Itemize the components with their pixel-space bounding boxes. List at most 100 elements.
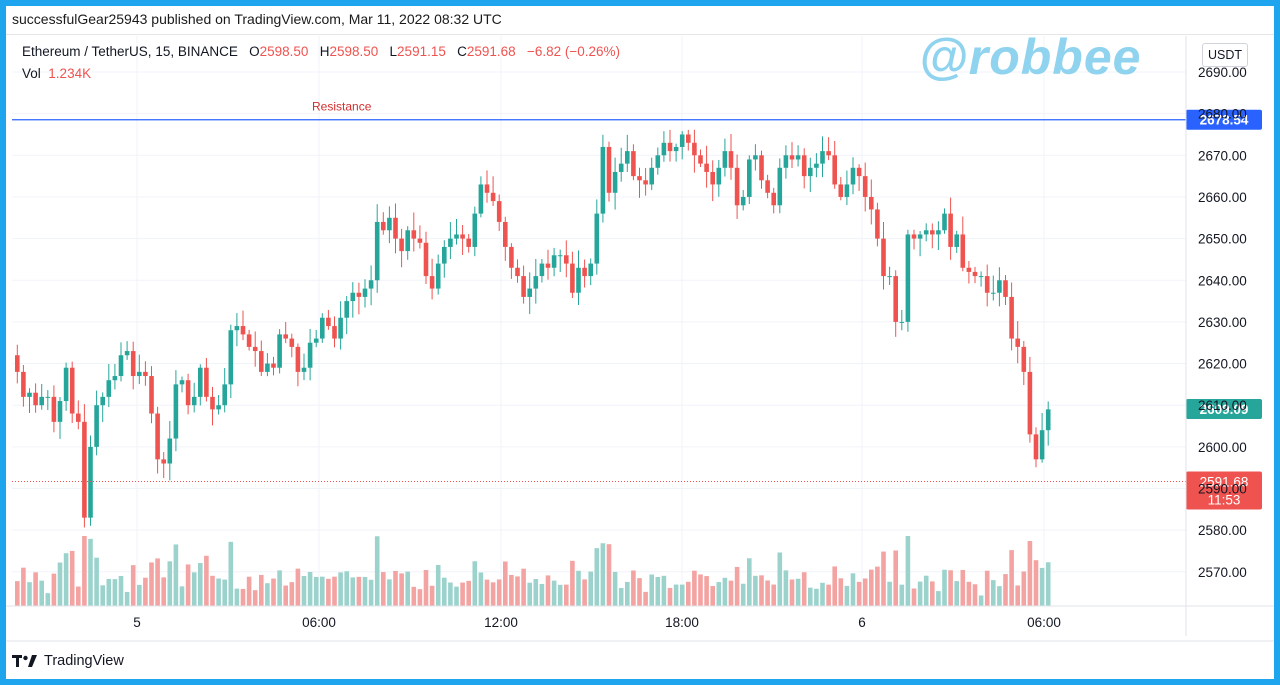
price-tick-label: 2680.00	[1198, 107, 1247, 122]
volume-bar	[118, 575, 124, 606]
volume-bar	[417, 589, 423, 606]
volume-bar	[826, 584, 831, 606]
candle-body	[899, 321, 905, 323]
candle-body	[466, 238, 471, 247]
candle-body	[850, 167, 856, 185]
candle-body	[435, 263, 441, 289]
candle-body	[728, 151, 734, 168]
candle-body	[216, 405, 221, 410]
candle-body	[551, 255, 557, 268]
volume-bar	[594, 548, 600, 606]
candle-body	[557, 255, 563, 257]
candle-body	[374, 221, 380, 281]
volume-bar	[240, 588, 246, 606]
candle-body	[808, 167, 813, 177]
candle-body	[820, 151, 825, 164]
candle-body	[252, 346, 258, 352]
candle-body	[588, 263, 593, 277]
candle-body	[484, 184, 490, 193]
tradingview-logo-icon	[12, 655, 37, 667]
time-tick-label: 5	[133, 615, 141, 630]
tradingview-brand[interactable]: TradingView	[12, 653, 124, 669]
symbol-title[interactable]: Ethereum / TetherUS, 15, BINANCE	[22, 44, 238, 59]
author-watermark: @robbee	[919, 29, 1142, 85]
candle-body	[51, 396, 57, 422]
volume-bar	[515, 576, 520, 606]
candle-body	[655, 155, 661, 168]
candle-body	[637, 176, 642, 181]
volume-bar	[972, 584, 978, 606]
candle-body	[326, 317, 331, 327]
candle-body	[521, 276, 526, 297]
volume-bar	[106, 578, 112, 606]
volume-bar	[51, 573, 57, 606]
time-tick-label: 06:00	[302, 615, 336, 630]
currency-button[interactable]: USDT	[1202, 43, 1248, 67]
candle-body	[844, 184, 850, 197]
candle-body	[625, 151, 630, 164]
candle-body	[716, 167, 722, 185]
bar-countdown: 11:53	[1208, 493, 1241, 508]
volume-bar	[942, 569, 947, 606]
volume-bar	[649, 574, 654, 606]
volume-bar	[222, 579, 227, 606]
price-tick-label: 2650.00	[1198, 232, 1247, 247]
volume-bar	[503, 561, 508, 606]
candle-body	[679, 134, 685, 147]
volume-bar	[984, 570, 990, 606]
volume-bar	[39, 580, 44, 606]
volume-legend: Vol 1.234K	[22, 66, 91, 81]
candle-body	[954, 234, 959, 247]
volume-bar	[576, 570, 581, 606]
candle-body	[88, 446, 93, 518]
candle-body	[496, 201, 502, 222]
open-value: 2598.50	[259, 44, 309, 59]
volume-bar	[637, 578, 642, 606]
high-label: H	[319, 44, 330, 59]
volume-bar	[356, 576, 362, 606]
candle-body	[814, 163, 819, 168]
price-tick-label: 2590.00	[1198, 482, 1247, 497]
candle-body	[429, 276, 435, 289]
volume-bar	[887, 581, 892, 606]
candlestick-chart[interactable]: Resistance 2678.54 2591.68 11:53 2609.09 257…	[6, 6, 1274, 679]
last-close-tag	[1186, 471, 1262, 510]
candle-body	[832, 155, 837, 185]
candle-body	[387, 217, 392, 231]
candle-body	[533, 276, 539, 289]
candle-body	[423, 242, 429, 277]
volume-bar	[869, 569, 874, 606]
volume-value: 1.234K	[48, 66, 92, 81]
candle-body	[649, 167, 654, 185]
volume-bar	[259, 574, 264, 606]
candle-body	[118, 355, 124, 377]
close-value: 2591.68	[466, 44, 516, 59]
volume-bar	[338, 572, 343, 606]
volume-bar	[399, 573, 404, 606]
volume-bar	[539, 583, 545, 606]
volume-bar	[460, 582, 465, 606]
volume-bar	[643, 591, 648, 606]
candle-body	[246, 334, 252, 347]
candle-body	[862, 176, 868, 197]
candle-body	[137, 371, 142, 377]
time-tick-label: 6	[858, 615, 866, 630]
volume-bar	[496, 579, 502, 606]
candle-body	[57, 401, 63, 422]
volume-bar	[63, 553, 69, 606]
volume-bar	[899, 584, 905, 606]
candle-body	[600, 146, 606, 214]
candle-body	[887, 276, 892, 278]
price-tick-label: 2690.00	[1198, 65, 1247, 80]
volume-bar	[698, 574, 703, 606]
candle-body	[265, 363, 270, 372]
candle-body	[972, 271, 978, 277]
candle-body	[472, 213, 478, 247]
candle-body	[76, 413, 81, 422]
price-tick-label: 2660.00	[1198, 190, 1247, 205]
candle-body	[801, 155, 807, 177]
volume-bar	[1003, 574, 1008, 606]
volume-bar	[326, 578, 331, 606]
volume-bar	[204, 555, 209, 606]
candle-body	[332, 326, 337, 339]
